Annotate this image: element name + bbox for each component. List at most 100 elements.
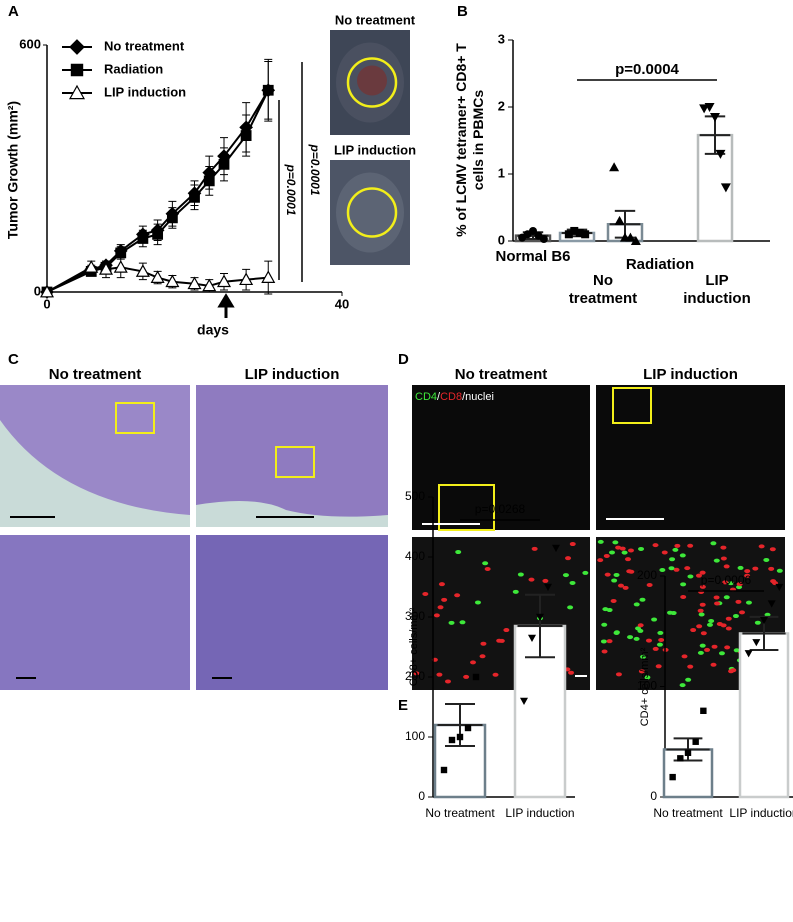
data-point <box>669 773 676 781</box>
cell-signal <box>517 572 524 577</box>
cell-signal <box>764 612 771 617</box>
data-point <box>692 738 699 745</box>
cell-signal <box>699 570 706 575</box>
cell-signal <box>626 569 633 574</box>
data-point <box>39 284 55 298</box>
cell-signal <box>627 548 634 553</box>
cell-signal <box>685 677 692 682</box>
cell-signal <box>711 644 718 649</box>
cell-signal <box>422 591 429 596</box>
cell-signal <box>531 546 538 551</box>
cell-signal <box>454 593 461 598</box>
cell-signal <box>568 670 575 675</box>
cell-signal <box>679 553 686 558</box>
data-point <box>113 260 128 273</box>
error-bar <box>525 593 555 659</box>
cell-signal <box>617 583 624 588</box>
cell-signal <box>704 647 711 652</box>
category-label: No treatment <box>653 806 723 820</box>
category-label: Radiation <box>625 256 695 273</box>
cell-signal <box>613 630 620 635</box>
y-axis-label: % of LCMV tetramer+ CD8+ T cells in PBMC… <box>453 43 486 237</box>
cell-signal <box>652 543 659 548</box>
cell-signal <box>611 578 618 583</box>
photo-label: No treatment <box>335 12 416 27</box>
if-image <box>412 385 590 530</box>
image-label: No treatment <box>49 366 142 383</box>
cell-signal <box>512 589 519 594</box>
data-point <box>752 639 761 647</box>
cell-signal <box>730 668 737 673</box>
data-point <box>216 274 232 288</box>
zoom-box <box>275 446 315 478</box>
zoom-box <box>115 402 155 434</box>
category-label: LIP induction <box>683 272 751 307</box>
cell-signal <box>633 602 640 607</box>
cell-signal <box>722 580 729 585</box>
data-point <box>202 278 217 292</box>
cell-signal <box>733 648 740 653</box>
cell-signal <box>763 557 770 562</box>
series-line <box>46 89 270 293</box>
category-label: No treatment <box>568 272 638 307</box>
he-zoom <box>0 535 190 690</box>
category-label: Normal B6 <box>495 248 571 265</box>
y-tick-label: 500 <box>405 489 425 503</box>
cell-signal <box>699 643 706 648</box>
x-tick-label: 0 <box>43 296 50 311</box>
data-point <box>700 707 707 715</box>
cell-signal <box>480 641 487 646</box>
cell-signal <box>732 614 739 619</box>
p-value: p=0.0006 <box>701 573 752 587</box>
category-label: LIP induction <box>505 806 575 820</box>
image-label: LIP induction <box>245 366 340 383</box>
cell-signal <box>710 541 717 546</box>
cell-signal <box>669 557 676 562</box>
cell-signal <box>736 585 743 590</box>
cell-signal <box>659 568 666 573</box>
cell-signal <box>610 598 617 603</box>
panel-label: D <box>398 351 409 368</box>
y-tick-label: 0 <box>498 232 505 247</box>
cell-signal <box>615 545 622 550</box>
cell-signal <box>606 608 613 613</box>
cell-signal <box>496 638 503 643</box>
y-axis-label: CD8+ cells/mm² <box>408 607 420 687</box>
y-tick-label: 1 <box>498 165 505 180</box>
cell-signal <box>459 620 466 625</box>
data-point <box>189 191 200 203</box>
cell-signal <box>696 624 703 629</box>
cell-signal <box>718 651 725 656</box>
data-point <box>625 232 636 242</box>
cell-signal <box>597 539 604 544</box>
cell-signal <box>603 553 610 558</box>
cell-signal <box>646 582 653 587</box>
cell-signal <box>606 639 613 644</box>
cell-signal <box>503 628 510 633</box>
legend-label: Radiation <box>104 61 163 76</box>
photo-label: LIP induction <box>334 142 416 157</box>
data-point <box>240 130 252 141</box>
cell-signal <box>668 566 675 571</box>
data-point <box>552 544 560 552</box>
cell-signal <box>658 638 665 643</box>
cell-signal <box>655 664 662 669</box>
y-tick-label: 3 <box>498 31 505 46</box>
legend-label: No treatment <box>104 38 185 53</box>
cell-signal <box>769 547 776 552</box>
cell-signal <box>723 595 730 600</box>
cell-signal <box>644 675 651 680</box>
data-point <box>239 272 254 286</box>
cell-signal <box>463 674 470 679</box>
y-tick-label: 200 <box>405 669 425 683</box>
data-point <box>704 103 715 112</box>
cell-signal <box>569 542 576 547</box>
data-point <box>166 212 178 224</box>
data-point <box>720 183 731 193</box>
cell-signal <box>624 557 631 562</box>
panel-label: C <box>8 351 19 368</box>
y-tick-label: 600 <box>19 36 41 51</box>
if-image <box>596 385 785 530</box>
data-point <box>115 247 127 259</box>
cell-signal <box>724 645 731 650</box>
